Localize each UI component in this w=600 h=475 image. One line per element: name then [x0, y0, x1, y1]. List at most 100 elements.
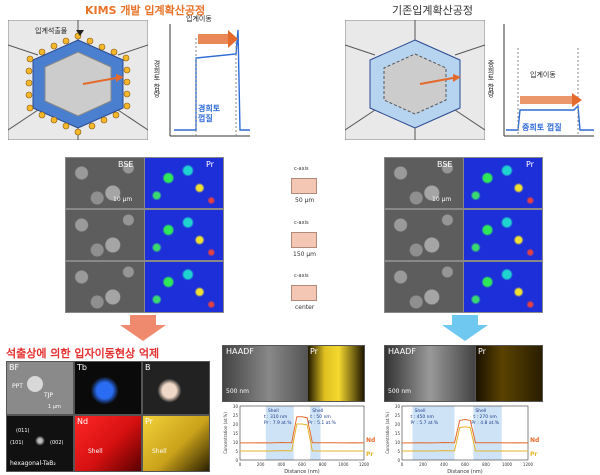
left-bse-mid — [65, 209, 145, 261]
cube-label-center: center — [295, 304, 315, 311]
annotation-2: Pr : 7.9 at.% — [264, 420, 292, 426]
cube-50 — [291, 178, 317, 194]
cube-center — [291, 285, 317, 301]
x-tick-label: 800 — [482, 462, 490, 467]
x-tick-label: 0 — [239, 462, 242, 467]
shell-band-1 — [310, 406, 321, 460]
right-pr-bot — [463, 261, 543, 313]
kims-move-label: 입계이동 — [186, 15, 212, 23]
conventional-profile-graph — [503, 24, 594, 137]
y-tick-label: 30 — [395, 404, 401, 409]
panel-tb-label: Tb — [77, 363, 87, 372]
panel-nd-shell: Shell — [88, 448, 103, 455]
x-axis-label: Distance (nm) — [447, 469, 482, 474]
annotation-0: Shell — [415, 408, 426, 414]
conventional-title: 기존입계확산공정 — [392, 4, 473, 17]
cube-axis-label-1: c-axis — [294, 166, 309, 172]
kims-title: KIMS 개발 입계확산공정 — [85, 4, 206, 17]
x-tick-label: 0 — [401, 462, 404, 467]
panel-nd — [74, 415, 142, 472]
x-tick-label: 1200 — [359, 462, 370, 467]
x-tick-label: 200 — [257, 462, 265, 467]
right-bse-mid — [384, 209, 464, 261]
y-tick-label: 15 — [233, 431, 239, 436]
conventional-grain-schematic — [345, 20, 485, 140]
right-bse-label: BSE — [437, 160, 453, 169]
chart-background — [222, 402, 380, 474]
y-tick-label: 0 — [397, 458, 400, 463]
plot-frame — [239, 405, 365, 461]
annotation-5: Pr : 4.8 at.% — [471, 420, 499, 426]
right-bse-top — [384, 157, 464, 209]
y-tick-label: 10 — [233, 440, 239, 445]
x-tick-label: 1000 — [502, 462, 513, 467]
panel-pr-shell: Shell — [152, 448, 167, 455]
y-tick-label: 25 — [233, 413, 239, 418]
right-pr-top — [463, 157, 543, 209]
conv-axis-label: 중희토 함량 — [487, 60, 495, 98]
left-haadf-scale: 500 nm — [226, 388, 250, 395]
panel-pr — [142, 415, 210, 472]
y-tick-label: 5 — [235, 449, 238, 454]
conv-move-label: 입계이동 — [530, 71, 556, 79]
series-line-pr — [402, 426, 528, 452]
panel-tb — [74, 361, 142, 415]
kims-shell-label: 경희토 껍질 — [198, 104, 221, 123]
panel-nd-label: Nd — [77, 417, 89, 426]
x-tick-label: 400 — [440, 462, 448, 467]
panel-b-label: B — [145, 363, 151, 372]
cube-150 — [291, 232, 317, 248]
right-bse-bot — [384, 261, 464, 313]
left-down-arrow — [120, 315, 166, 341]
series-line-nd — [402, 418, 529, 444]
left-bse-top — [65, 157, 145, 209]
y-tick-label: 15 — [395, 431, 401, 436]
cube-label-50: 50 μm — [295, 197, 315, 204]
right-down-arrow — [442, 315, 488, 341]
cube-axis-label-2: c-axis — [294, 220, 309, 226]
conv-shell-label: 중희토 껍질 — [522, 123, 562, 132]
bottom-heading: 석출상에 의한 입자이동현상 억제 — [6, 347, 160, 360]
left-pr-bot — [144, 261, 224, 313]
panel-diffraction — [6, 415, 74, 472]
right-pr-label: Pr — [526, 160, 534, 169]
series-line-nd — [240, 416, 365, 444]
y-tick-label: 5 — [397, 449, 400, 454]
left-pr-strip-label: Pr — [310, 347, 318, 356]
left-pr-mid — [144, 209, 224, 261]
left-bse-label: BSE — [118, 160, 134, 169]
y-tick-label: 25 — [395, 413, 401, 418]
diff-002: (002) — [50, 440, 64, 446]
right-haadf-label: HAADF — [388, 347, 416, 356]
annotation-0: Shell — [268, 408, 279, 414]
panel-bf — [6, 361, 74, 415]
x-axis-label: Distance (nm) — [284, 469, 319, 474]
left-haadf-label: HAADF — [226, 347, 254, 356]
x-tick-label: 1000 — [338, 462, 349, 467]
y-tick-label: 20 — [233, 422, 239, 427]
right-pr-strip-label: Pr — [478, 347, 486, 356]
left-concentration-chart: 0 5 10 15 20 25 30 0 200 400 600 800 1000 1200 Distanc… — [222, 402, 380, 474]
left-pr-top — [144, 157, 224, 209]
annotation-4: t : 270 nm — [473, 414, 496, 420]
precipitate-label: 입계석출물 — [35, 27, 68, 35]
annotation-3: Shell — [475, 408, 486, 414]
x-tick-label: 800 — [319, 462, 327, 467]
plot-frame — [401, 405, 529, 461]
panel-bf-scale: 1 μm — [48, 404, 61, 410]
left-scale-label: 10 μm — [113, 196, 133, 203]
series-label-pr: Pr — [530, 451, 537, 458]
y-axis-label: Concentration (at.%) — [223, 412, 228, 454]
diff-101: (101) — [10, 440, 24, 446]
series-line-pr — [240, 423, 364, 452]
panel-pr-label: Pr — [145, 417, 153, 426]
left-pr-label: Pr — [206, 160, 214, 169]
panel-bf-ppt: PPT — [12, 383, 23, 390]
kims-axis-label: 경희토 함량 — [153, 60, 161, 98]
annotation-1: t : 450 nm — [411, 414, 434, 420]
right-pr-strip — [475, 345, 543, 402]
series-label-nd: Nd — [530, 437, 539, 444]
cube-axis-label-3: c-axis — [294, 273, 309, 279]
left-haadf-image — [222, 345, 308, 402]
y-tick-label: 20 — [395, 422, 401, 427]
